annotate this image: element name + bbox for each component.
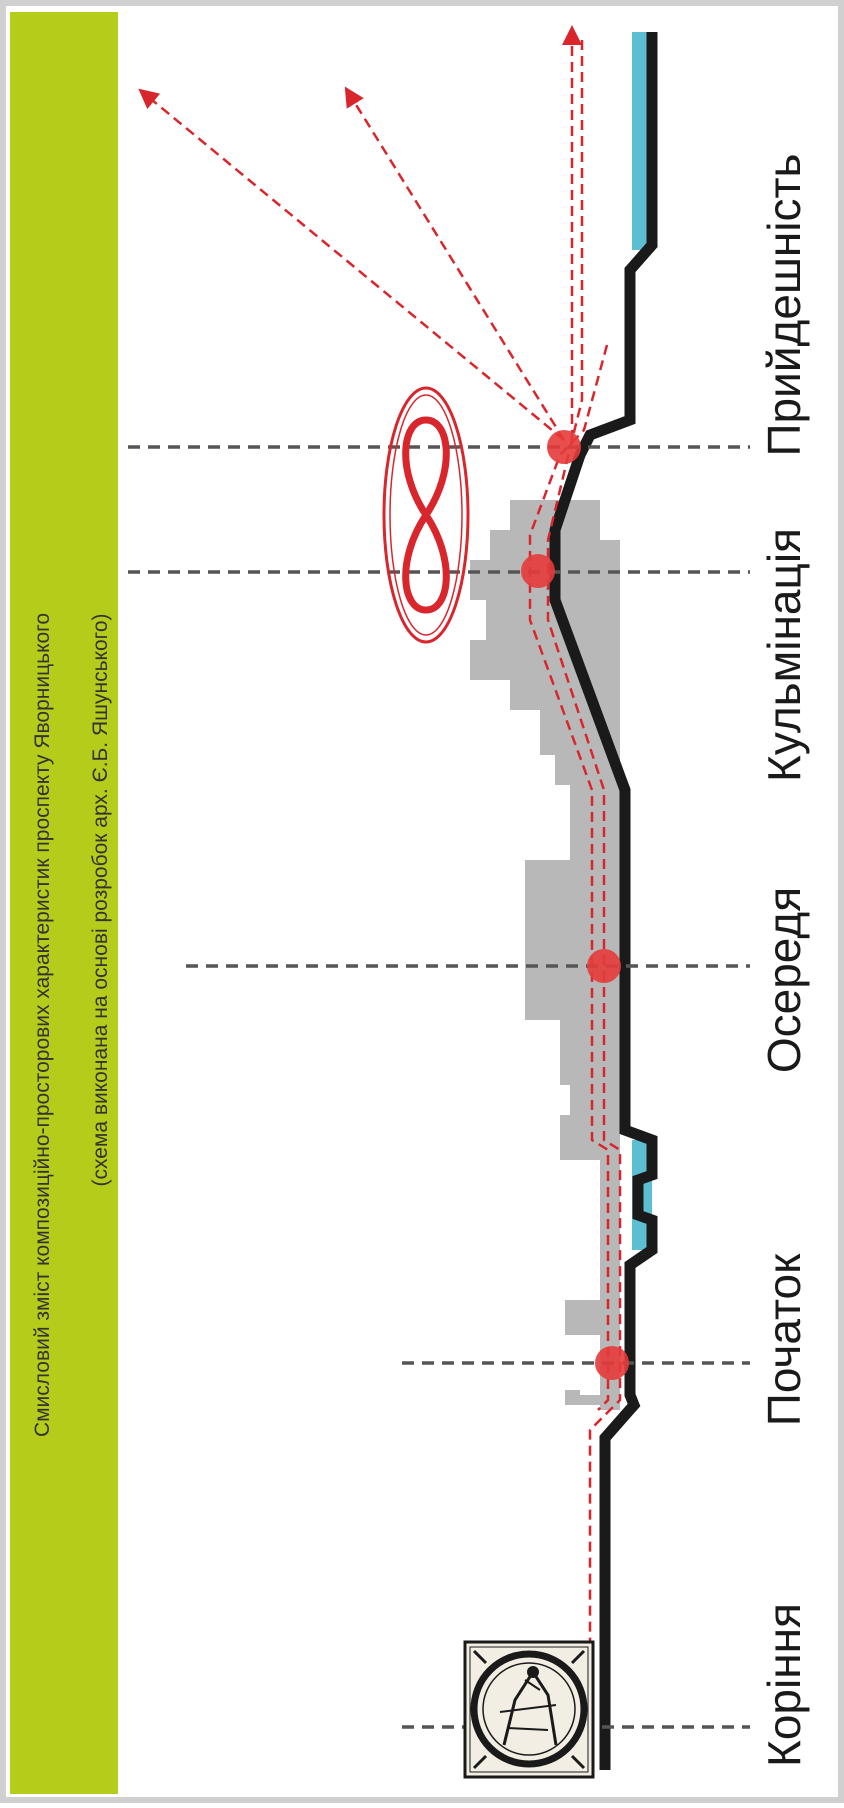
stage-label-pochatok: Початок: [758, 1253, 810, 1426]
stage-label-koriння: Коріння: [758, 1603, 810, 1767]
marker-oseredya: [587, 949, 621, 983]
stage-label-kulminatsiya: Кульмінація: [758, 528, 810, 782]
title-band: [10, 12, 118, 1794]
water-upper: [632, 32, 650, 250]
marker-kulminatsiya: [521, 554, 555, 588]
woodcut-engraving-icon: [463, 1640, 595, 1779]
stage-label-pryydeshnist: Прийдешність: [758, 153, 810, 456]
route-line: [546, 40, 622, 1650]
diagram-subtitle: (схема виконана на основі розробок арх. …: [89, 613, 112, 1186]
marker-pochatok: [595, 1346, 629, 1380]
infinity-icon: [382, 386, 470, 644]
stage-label-oseredya: Осередя: [758, 887, 810, 1073]
diagram-title: Смисловий зміст композиційно-просторових…: [31, 613, 54, 1437]
street-profile: [549, 32, 658, 1770]
direction-arrow-icon: [138, 88, 565, 441]
marker-pryydeshnist: [547, 430, 581, 464]
direction-arrow-icon: [344, 86, 566, 441]
